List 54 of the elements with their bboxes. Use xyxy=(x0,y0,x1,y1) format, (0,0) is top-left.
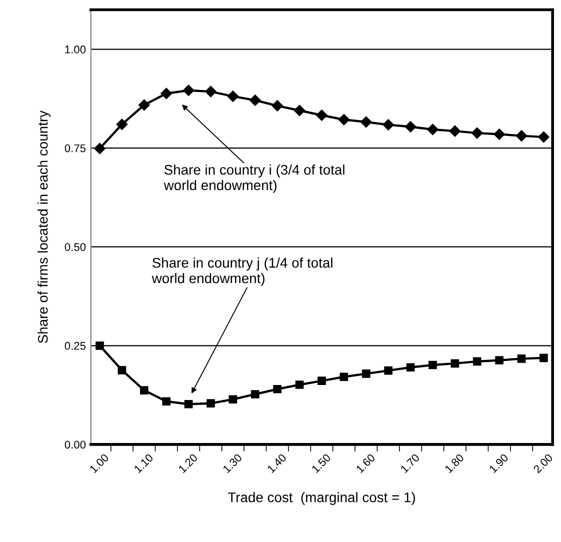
point xyxy=(517,354,526,363)
point xyxy=(140,386,148,394)
point xyxy=(182,84,194,96)
point xyxy=(96,341,104,350)
point xyxy=(250,390,260,398)
point xyxy=(516,130,528,142)
point xyxy=(118,366,126,374)
point xyxy=(428,360,437,370)
point xyxy=(228,395,238,404)
point xyxy=(404,121,416,132)
point xyxy=(184,400,193,408)
y-tick-label: 0.00 xyxy=(64,440,86,449)
point xyxy=(495,356,504,364)
x-tick-label: 1.90 xyxy=(488,453,509,474)
point xyxy=(138,99,150,111)
y-tick-label: 1.00 xyxy=(65,46,86,54)
point xyxy=(384,366,392,375)
point xyxy=(160,88,172,100)
point xyxy=(294,104,306,116)
point xyxy=(427,124,438,136)
x-tick-label: 1.40 xyxy=(266,453,287,474)
point xyxy=(406,363,415,372)
point xyxy=(318,376,326,385)
y-tick-label: 0.25 xyxy=(64,342,86,350)
x-tick-label: 1.00 xyxy=(89,453,110,474)
y-tick-label: 0.50 xyxy=(64,243,86,251)
point xyxy=(494,128,505,140)
point xyxy=(540,354,548,362)
annotation: Share in country j (1/4 of total world endowment) xyxy=(152,258,332,286)
point xyxy=(273,384,282,394)
point xyxy=(338,114,350,126)
point xyxy=(360,116,372,128)
annotation: Share in country i (3/4 of total world endowment) xyxy=(164,164,344,193)
point xyxy=(449,125,461,137)
point xyxy=(472,357,482,366)
point xyxy=(340,372,348,382)
y-tick-label: 0.75 xyxy=(64,144,86,152)
point xyxy=(162,397,171,406)
point xyxy=(362,370,370,378)
point xyxy=(272,100,283,112)
point xyxy=(116,118,128,130)
point xyxy=(472,127,483,139)
point xyxy=(382,119,394,130)
point xyxy=(206,399,215,408)
point xyxy=(250,94,261,106)
point xyxy=(450,359,460,368)
x-axis-title: Trade cost (marginal cost = 1) xyxy=(228,492,415,505)
point xyxy=(295,380,304,389)
point xyxy=(538,131,550,143)
point xyxy=(205,86,216,98)
y-axis-title: Share of firms located in each country xyxy=(38,110,51,344)
point xyxy=(316,110,328,121)
point xyxy=(94,142,106,154)
point xyxy=(227,90,239,102)
